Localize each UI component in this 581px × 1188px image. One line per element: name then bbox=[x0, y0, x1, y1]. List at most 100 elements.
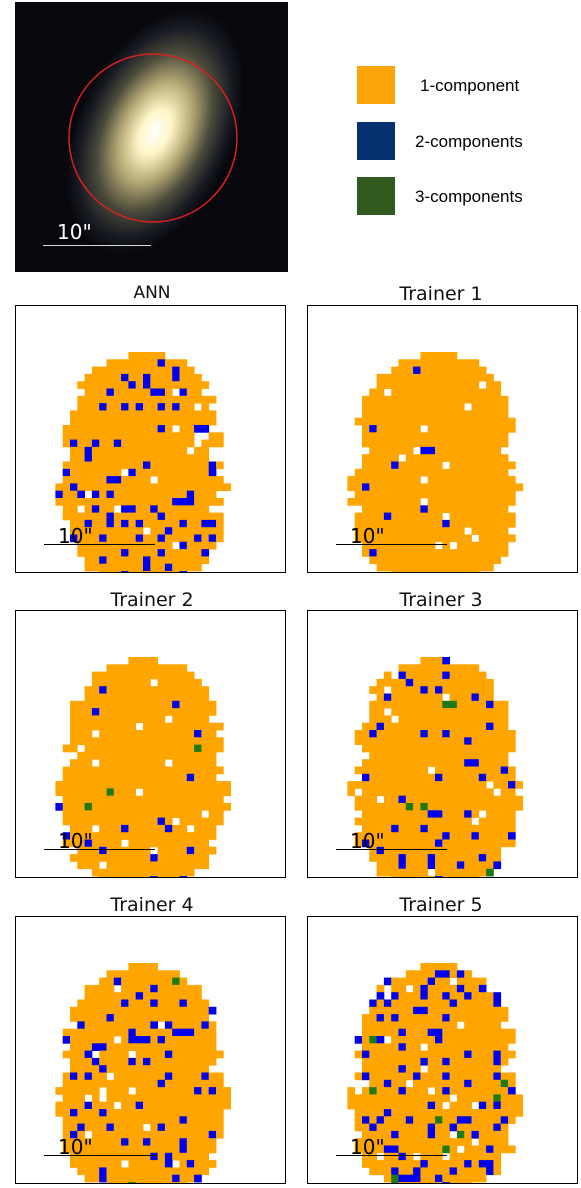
map-pixel bbox=[478, 1043, 487, 1051]
map-pixel bbox=[413, 403, 421, 411]
map-pixel bbox=[194, 759, 202, 767]
map-pixel bbox=[391, 722, 399, 731]
map-pixel bbox=[70, 446, 78, 455]
map-pixel bbox=[376, 1138, 385, 1146]
map-pixel bbox=[369, 403, 377, 411]
map-pixel bbox=[500, 454, 509, 462]
map-pixel bbox=[442, 708, 450, 716]
map-pixel bbox=[405, 512, 414, 521]
scale-label: 10" bbox=[350, 829, 385, 853]
map-pixel bbox=[70, 1123, 78, 1132]
map-pixel bbox=[442, 664, 450, 672]
map-pixel bbox=[128, 454, 137, 462]
map-pixel bbox=[486, 476, 494, 484]
map-pixel bbox=[449, 410, 458, 419]
map-pixel bbox=[172, 563, 180, 572]
map-pixel bbox=[172, 498, 180, 506]
map-pixel bbox=[99, 498, 107, 506]
map-pixel bbox=[464, 730, 472, 738]
map-pixel bbox=[113, 1167, 122, 1176]
map-pixel bbox=[62, 512, 71, 521]
map-pixel bbox=[62, 766, 71, 775]
legend-label-2-components: 2-components bbox=[415, 132, 523, 151]
map-pixel bbox=[208, 1101, 217, 1110]
map-pixel bbox=[413, 549, 421, 557]
map-pixel bbox=[464, 693, 472, 702]
map-pixel bbox=[493, 556, 502, 565]
map-pixel bbox=[113, 498, 122, 506]
map-pixel bbox=[486, 715, 494, 724]
map-pixel bbox=[456, 817, 465, 826]
map-pixel bbox=[91, 556, 100, 565]
map-pixel bbox=[84, 519, 93, 528]
map-pixel bbox=[84, 1021, 93, 1030]
map-pixel bbox=[99, 854, 107, 862]
map-pixel bbox=[464, 766, 472, 775]
map-pixel bbox=[77, 512, 85, 521]
map-pixel bbox=[70, 1087, 78, 1095]
map-pixel bbox=[106, 498, 115, 506]
map-pixel bbox=[194, 1123, 202, 1132]
map-pixel bbox=[376, 1028, 385, 1037]
map-pixel bbox=[194, 425, 202, 433]
map-pixel bbox=[143, 395, 151, 404]
map-pixel bbox=[121, 992, 129, 1000]
map-pixel bbox=[435, 352, 443, 360]
map-pixel bbox=[84, 730, 93, 738]
map-pixel bbox=[113, 1065, 122, 1073]
map-pixel bbox=[493, 810, 502, 818]
map-pixel bbox=[508, 534, 516, 543]
map-pixel bbox=[99, 730, 107, 738]
map-pixel bbox=[398, 1079, 407, 1088]
map-pixel bbox=[398, 1036, 407, 1044]
map-pixel bbox=[186, 490, 195, 499]
map-pixel bbox=[99, 839, 107, 848]
map-pixel bbox=[420, 1057, 429, 1066]
map-pixel bbox=[391, 992, 399, 1000]
map-pixel bbox=[435, 1050, 443, 1059]
map-pixel bbox=[435, 446, 443, 455]
map-pixel bbox=[164, 1123, 173, 1132]
map-pixel bbox=[383, 730, 392, 738]
map-pixel bbox=[143, 403, 151, 411]
map-pixel bbox=[186, 715, 195, 724]
map-pixel bbox=[449, 788, 458, 797]
map-pixel bbox=[201, 795, 210, 804]
map-pixel bbox=[157, 1145, 166, 1154]
map-pixel bbox=[376, 410, 385, 419]
map-pixel bbox=[164, 854, 173, 862]
map-pixel bbox=[99, 490, 107, 499]
map-pixel bbox=[442, 737, 450, 745]
map-pixel bbox=[194, 693, 202, 702]
map-pixel bbox=[391, 512, 399, 521]
map-pixel bbox=[362, 1057, 370, 1066]
map-pixel bbox=[383, 1043, 392, 1051]
map-pixel bbox=[194, 992, 202, 1000]
map-pixel bbox=[420, 1028, 429, 1037]
map-pixel bbox=[179, 854, 188, 862]
map-pixel bbox=[121, 730, 129, 738]
map-pixel bbox=[157, 876, 166, 877]
map-pixel bbox=[128, 352, 137, 360]
map-pixel bbox=[208, 1021, 217, 1030]
map-pixel bbox=[420, 803, 429, 811]
map-pixel bbox=[398, 1014, 407, 1022]
map-pixel bbox=[121, 1116, 129, 1124]
map-pixel bbox=[216, 744, 224, 753]
map-pixel bbox=[464, 708, 472, 716]
map-pixel bbox=[70, 1014, 78, 1022]
map-pixel bbox=[427, 846, 436, 855]
map-pixel bbox=[99, 483, 107, 492]
map-pixel bbox=[376, 498, 385, 506]
map-pixel bbox=[164, 359, 173, 367]
map-pixel bbox=[471, 992, 480, 1000]
map-pixel bbox=[157, 352, 166, 360]
map-pixel bbox=[383, 737, 392, 745]
map-pixel bbox=[471, 556, 480, 565]
map-pixel bbox=[442, 468, 450, 477]
map-pixel bbox=[369, 715, 377, 724]
map-pixel bbox=[70, 730, 78, 738]
map-pixel bbox=[435, 1116, 443, 1124]
map-pixel bbox=[164, 439, 173, 448]
map-pixel bbox=[99, 817, 107, 826]
